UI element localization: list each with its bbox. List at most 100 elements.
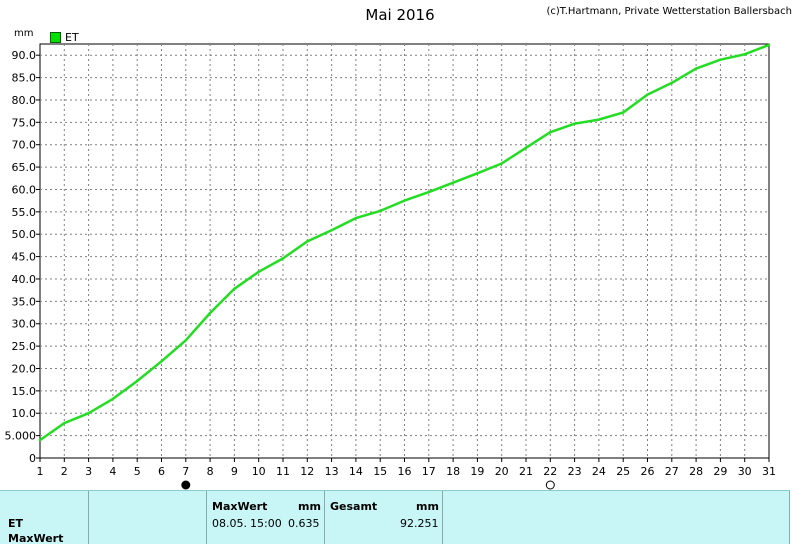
data-point bbox=[257, 270, 260, 274]
y-tick-label: 60.0 bbox=[12, 183, 37, 196]
max-unit: mm bbox=[298, 500, 321, 513]
x-tick-label: 26 bbox=[641, 465, 655, 478]
x-tick-label: 25 bbox=[616, 465, 630, 478]
y-tick-label: 70.0 bbox=[12, 139, 37, 152]
x-tick-label: 23 bbox=[568, 465, 582, 478]
total-header: Gesamt bbox=[330, 500, 378, 513]
total-unit: mm bbox=[416, 500, 439, 513]
data-point bbox=[427, 190, 430, 194]
data-point bbox=[233, 287, 236, 291]
x-tick-label: 30 bbox=[738, 465, 752, 478]
data-point bbox=[136, 379, 139, 383]
data-point bbox=[767, 43, 771, 47]
max-date: 08.05. bbox=[212, 517, 247, 530]
x-tick-label: 29 bbox=[713, 465, 727, 478]
data-point bbox=[719, 58, 722, 61]
data-point bbox=[354, 216, 358, 220]
row-label-et: ET bbox=[8, 517, 24, 530]
copyright-note: (c)T.Hartmann, Private Wetterstation Bal… bbox=[546, 6, 792, 17]
y-unit-label: mm bbox=[14, 28, 34, 39]
legend-swatch bbox=[50, 32, 61, 43]
y-tick-label: 15.0 bbox=[12, 385, 37, 398]
x-tick-label: 22 bbox=[543, 465, 557, 478]
y-tick-label: 75.0 bbox=[12, 116, 37, 129]
x-tick-label: 8 bbox=[207, 465, 214, 478]
data-point bbox=[111, 397, 115, 401]
x-tick-label: 13 bbox=[325, 465, 339, 478]
panel-label-cell: ET MaxWert bbox=[0, 491, 89, 545]
x-tick-label: 15 bbox=[373, 465, 387, 478]
y-tick-label: 50.0 bbox=[12, 228, 37, 241]
data-point bbox=[743, 53, 746, 56]
data-point bbox=[597, 118, 601, 121]
x-tick-label: 12 bbox=[300, 465, 314, 478]
panel-max-cell: MaxWert mm 08.05. 15:00 0.635 bbox=[206, 491, 325, 544]
data-point bbox=[281, 257, 285, 260]
y-tick-label: 30.0 bbox=[12, 318, 37, 331]
x-tick-label: 14 bbox=[349, 465, 363, 478]
y-tick-label: 10.0 bbox=[12, 407, 37, 420]
x-tick-label: 18 bbox=[446, 465, 460, 478]
data-point bbox=[184, 339, 187, 342]
y-tick-label: 55.0 bbox=[12, 206, 37, 219]
full-moon-marker bbox=[545, 480, 555, 490]
x-tick-label: 2 bbox=[61, 465, 68, 478]
data-point bbox=[622, 111, 625, 114]
max-time: 15:00 bbox=[250, 517, 282, 530]
data-point bbox=[330, 228, 333, 232]
y-tick-label: 85.0 bbox=[12, 72, 37, 85]
data-point bbox=[694, 67, 698, 70]
x-tick-label: 7 bbox=[182, 465, 189, 478]
x-tick-label: 20 bbox=[495, 465, 509, 478]
data-point bbox=[500, 162, 503, 165]
x-tick-label: 27 bbox=[665, 465, 679, 478]
y-tick-label: 0 bbox=[29, 452, 36, 465]
data-point bbox=[87, 412, 90, 415]
y-tick-label: 80.0 bbox=[12, 94, 37, 107]
total-value: 92.251 bbox=[400, 517, 439, 530]
x-tick-label: 4 bbox=[109, 465, 116, 478]
data-point bbox=[451, 181, 455, 184]
x-tick-label: 6 bbox=[158, 465, 165, 478]
data-point bbox=[549, 130, 552, 134]
y-tick-label: 20.0 bbox=[12, 362, 37, 375]
max-value: 0.635 bbox=[288, 517, 320, 530]
data-point bbox=[573, 122, 576, 125]
y-tick-label: 65.0 bbox=[12, 161, 37, 174]
max-header: MaxWert bbox=[212, 500, 268, 513]
data-point bbox=[403, 199, 406, 202]
x-tick-label: 28 bbox=[689, 465, 703, 478]
y-tick-label: 35.0 bbox=[12, 295, 37, 308]
y-tick-label: 90.0 bbox=[12, 49, 37, 62]
x-tick-label: 16 bbox=[398, 465, 412, 478]
x-tick-label: 9 bbox=[231, 465, 238, 478]
x-tick-label: 1 bbox=[37, 465, 44, 478]
y-tick-label: 5.000 bbox=[5, 430, 37, 443]
x-tick-label: 24 bbox=[592, 465, 606, 478]
data-point bbox=[476, 172, 479, 175]
panel-empty-cell bbox=[88, 491, 207, 544]
panel-total-cell: Gesamt mm 92.251 bbox=[324, 491, 443, 544]
data-point bbox=[208, 311, 212, 315]
x-tick-label: 17 bbox=[422, 465, 436, 478]
data-point bbox=[160, 360, 163, 363]
data-point bbox=[63, 421, 66, 425]
x-tick-label: 21 bbox=[519, 465, 533, 478]
x-tick-label: 10 bbox=[252, 465, 266, 478]
chart-title: Mai 2016 bbox=[365, 6, 435, 24]
x-tick-label: 11 bbox=[276, 465, 290, 478]
summary-panel: ET MaxWert MaxWert mm 08.05. 15:00 0.635… bbox=[0, 490, 790, 545]
data-point bbox=[379, 209, 382, 213]
data-point bbox=[524, 146, 528, 150]
panel-filler-cell bbox=[442, 491, 790, 544]
row-label-maxwert: MaxWert bbox=[8, 532, 64, 545]
new-moon-marker bbox=[181, 480, 191, 490]
legend: ET bbox=[50, 31, 79, 44]
x-tick-label: 19 bbox=[470, 465, 484, 478]
y-tick-label: 25.0 bbox=[12, 340, 37, 353]
x-tick-label: 3 bbox=[85, 465, 92, 478]
legend-label: ET bbox=[65, 31, 79, 44]
x-tick-label: 31 bbox=[762, 465, 776, 478]
y-tick-label: 45.0 bbox=[12, 251, 37, 264]
data-point bbox=[306, 240, 309, 243]
